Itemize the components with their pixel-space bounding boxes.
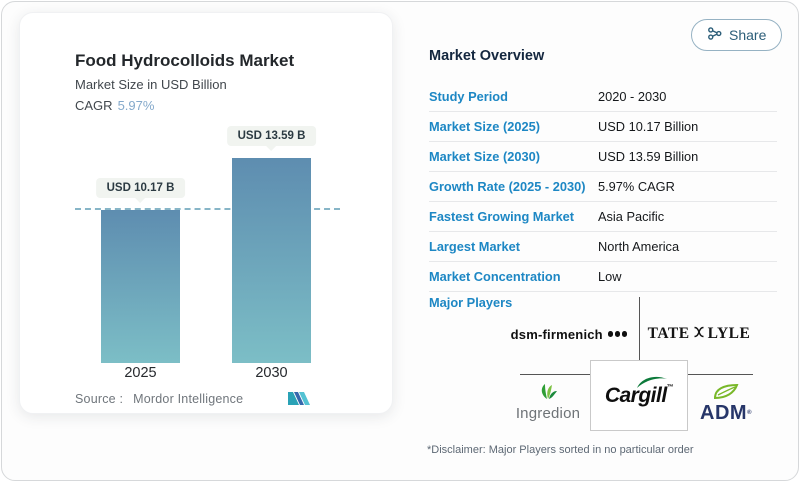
lyle-wordmark: LYLE (707, 325, 751, 342)
table-row-largest-market: Largest Market North America (429, 232, 777, 262)
chart-title: Food Hydrocolloids Market (75, 51, 295, 70)
bar-chart-plot: USD 10.17 B USD 13.59 B (20, 13, 392, 363)
row-label: Market Concentration (429, 269, 561, 284)
players-disclaimer: *Disclaimer: Major Players sorted in no … (427, 444, 694, 456)
x-axis-label-2030: 2030 (255, 365, 288, 381)
overview-table: Study Period 2020 - 2030 Market Size (20… (429, 82, 777, 292)
bar-2030[interactable] (232, 158, 311, 363)
row-label: Fastest Growing Market (429, 209, 575, 224)
row-value: USD 10.17 Billion (598, 119, 699, 134)
overview-heading: Market Overview (429, 48, 545, 64)
row-label: Largest Market (429, 239, 521, 254)
cargill-leaf-icon (635, 371, 669, 395)
share-icon (707, 26, 722, 44)
dsm-firmenich-wordmark: dsm-firmenich (510, 326, 603, 342)
cagr-label: CAGR (75, 98, 113, 113)
reference-dashed-line (75, 208, 340, 210)
mordor-intelligence-logo-icon (288, 389, 312, 411)
row-value: North America (598, 239, 680, 254)
player-logo-tate-and-lyle[interactable]: TATE LYLE (646, 320, 752, 348)
source-attribution: Source : Mordor Intelligence (75, 392, 243, 406)
table-row-market-concentration: Market Concentration Low (429, 262, 777, 292)
bar-value-tooltip-2025: USD 10.17 B (95, 178, 186, 198)
ingredion-wordmark: Ingredion (515, 404, 581, 422)
row-value: 2020 - 2030 (598, 89, 667, 104)
player-logo-dsm-firmenich[interactable]: dsm-firmenich (504, 320, 634, 348)
player-logo-ingredion[interactable]: Ingredion (506, 376, 590, 428)
share-button-label: Share (729, 27, 767, 43)
players-grid-right-divider (686, 374, 753, 375)
table-row-market-size-2030: Market Size (2030) USD 13.59 Billion (429, 142, 777, 172)
tate-wordmark: TATE (647, 325, 690, 342)
source-name: Mordor Intelligence (133, 392, 244, 406)
table-row-fastest-growing-market: Fastest Growing Market Asia Pacific (429, 202, 777, 232)
row-value: USD 13.59 Billion (598, 149, 699, 164)
source-label: Source : (75, 392, 124, 406)
player-logo-cargill[interactable]: Cargill™ (590, 360, 688, 431)
adm-wordmark: ADM® (700, 402, 752, 424)
player-logo-adm[interactable]: ADM® (686, 376, 766, 428)
dsm-firmenich-dots-icon (607, 331, 628, 337)
row-label: Market Size (2025) (429, 119, 540, 134)
share-button[interactable]: Share (691, 19, 783, 51)
row-label: Market Size (2030) (429, 149, 540, 164)
players-grid-vertical-divider (639, 297, 640, 360)
chart-card: Food Hydrocolloids Market Market Size in… (19, 12, 393, 414)
table-row-growth-rate: Growth Rate (2025 - 2030) 5.97% CAGR (429, 172, 777, 202)
chart-cagr-line: CAGR 5.97% (75, 98, 154, 113)
adm-leaf-icon (712, 383, 740, 405)
row-value: Asia Pacific (598, 209, 665, 224)
row-label: Growth Rate (2025 - 2030) (429, 179, 586, 194)
ingredion-leaf-icon (537, 383, 559, 405)
chart-subtitle: Market Size in USD Billion (75, 77, 227, 92)
bar-2025[interactable] (101, 210, 180, 363)
players-grid-left-divider (520, 374, 590, 375)
table-row-market-size-2025: Market Size (2025) USD 10.17 Billion (429, 112, 777, 142)
cagr-value: 5.97% (117, 98, 155, 113)
x-axis-label-2025: 2025 (124, 365, 157, 381)
row-label: Study Period (429, 89, 508, 104)
row-value: Low (598, 269, 622, 284)
table-row-study-period: Study Period 2020 - 2030 (429, 82, 777, 112)
tate-lyle-knot-icon (693, 325, 705, 343)
major-players-label: Major Players (429, 295, 513, 310)
bar-value-tooltip-2030: USD 13.59 B (226, 126, 317, 146)
cargill-wordmark: Cargill™ (605, 376, 674, 408)
row-value: 5.97% CAGR (598, 179, 675, 194)
